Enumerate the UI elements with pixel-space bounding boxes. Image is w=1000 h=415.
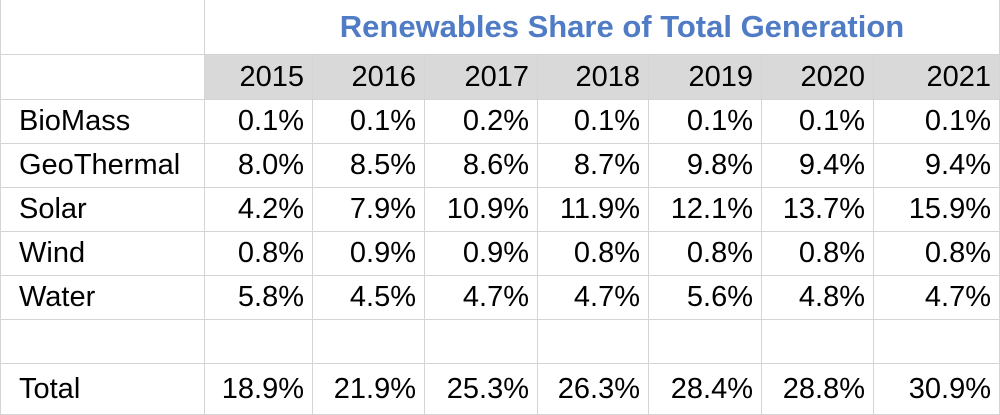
empty-cell[interactable] xyxy=(425,320,538,364)
row-label-solar[interactable]: Solar xyxy=(0,188,205,232)
empty-cell[interactable] xyxy=(205,320,313,364)
column-header-2016[interactable]: 2016 xyxy=(313,55,425,100)
empty-cell[interactable] xyxy=(538,320,649,364)
data-cell[interactable]: 0.8% xyxy=(762,232,874,276)
total-cell[interactable]: 21.9% xyxy=(313,364,425,415)
data-cell[interactable]: 4.8% xyxy=(762,276,874,320)
empty-cell[interactable] xyxy=(0,320,205,364)
column-header-2019[interactable]: 2019 xyxy=(649,55,762,100)
data-cell[interactable]: 9.4% xyxy=(874,144,1000,188)
column-header-2021[interactable]: 2021 xyxy=(874,55,1000,100)
data-cell[interactable]: 9.4% xyxy=(762,144,874,188)
data-cell[interactable]: 4.7% xyxy=(874,276,1000,320)
data-cell[interactable]: 0.2% xyxy=(425,100,538,144)
data-cell[interactable]: 0.8% xyxy=(649,232,762,276)
data-cell[interactable]: 13.7% xyxy=(762,188,874,232)
data-cell[interactable]: 4.7% xyxy=(425,276,538,320)
empty-cell[interactable] xyxy=(762,320,874,364)
total-cell[interactable]: 25.3% xyxy=(425,364,538,415)
data-cell[interactable]: 8.7% xyxy=(538,144,649,188)
data-cell[interactable]: 15.9% xyxy=(874,188,1000,232)
data-cell[interactable]: 0.8% xyxy=(205,232,313,276)
data-cell[interactable]: 0.1% xyxy=(649,100,762,144)
data-cell[interactable]: 7.9% xyxy=(313,188,425,232)
column-header-2017[interactable]: 2017 xyxy=(425,55,538,100)
data-cell[interactable]: 8.6% xyxy=(425,144,538,188)
column-header-2020[interactable]: 2020 xyxy=(762,55,874,100)
data-cell[interactable]: 8.0% xyxy=(205,144,313,188)
data-cell[interactable]: 8.5% xyxy=(313,144,425,188)
data-cell[interactable]: 0.8% xyxy=(538,232,649,276)
column-header-2015[interactable]: 2015 xyxy=(205,55,313,100)
row-label-wind[interactable]: Wind xyxy=(0,232,205,276)
header-label-cell[interactable] xyxy=(0,55,205,100)
data-cell[interactable]: 4.2% xyxy=(205,188,313,232)
corner-cell[interactable] xyxy=(0,0,205,55)
data-cell[interactable]: 0.1% xyxy=(538,100,649,144)
data-cell[interactable]: 5.6% xyxy=(649,276,762,320)
data-cell[interactable]: 0.1% xyxy=(313,100,425,144)
empty-cell[interactable] xyxy=(874,320,1000,364)
total-cell[interactable]: 30.9% xyxy=(874,364,1000,415)
data-cell[interactable]: 0.9% xyxy=(313,232,425,276)
data-cell[interactable]: 11.9% xyxy=(538,188,649,232)
data-cell[interactable]: 9.8% xyxy=(649,144,762,188)
data-cell[interactable]: 12.1% xyxy=(649,188,762,232)
total-cell[interactable]: 18.9% xyxy=(205,364,313,415)
row-label-water[interactable]: Water xyxy=(0,276,205,320)
row-label-geothermal[interactable]: GeoThermal xyxy=(0,144,205,188)
column-header-2018[interactable]: 2018 xyxy=(538,55,649,100)
data-cell[interactable]: 0.1% xyxy=(762,100,874,144)
total-cell[interactable]: 28.4% xyxy=(649,364,762,415)
data-cell[interactable]: 0.8% xyxy=(874,232,1000,276)
table-title: Renewables Share of Total Generation xyxy=(339,9,905,44)
data-cell[interactable]: 5.8% xyxy=(205,276,313,320)
data-cell[interactable]: 4.5% xyxy=(313,276,425,320)
data-cell[interactable]: 10.9% xyxy=(425,188,538,232)
title-cell[interactable]: Renewables Share of Total Generation xyxy=(205,0,1000,55)
total-cell[interactable]: 26.3% xyxy=(538,364,649,415)
data-cell[interactable]: 0.9% xyxy=(425,232,538,276)
data-cell[interactable]: 0.1% xyxy=(205,100,313,144)
data-cell[interactable]: 4.7% xyxy=(538,276,649,320)
total-cell[interactable]: 28.8% xyxy=(762,364,874,415)
row-label-total[interactable]: Total xyxy=(0,364,205,415)
empty-cell[interactable] xyxy=(649,320,762,364)
row-label-biomass[interactable]: BioMass xyxy=(0,100,205,144)
data-cell[interactable]: 0.1% xyxy=(874,100,1000,144)
empty-cell[interactable] xyxy=(313,320,425,364)
